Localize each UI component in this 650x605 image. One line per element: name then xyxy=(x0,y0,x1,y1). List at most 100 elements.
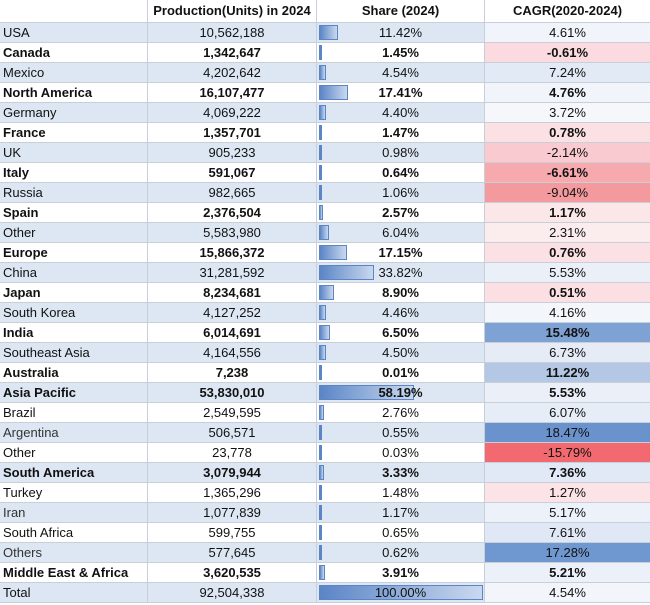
table-row: UK 905,233 0.98% -2.14% xyxy=(0,143,650,163)
share-cell: 17.41% xyxy=(317,83,485,102)
cagr-color-scale xyxy=(485,243,650,262)
cagr-cell: -9.04% xyxy=(485,183,650,202)
production-value: 4,127,252 xyxy=(148,303,317,322)
header-production: Production(Units) in 2024 xyxy=(148,0,317,22)
cagr-color-scale xyxy=(485,503,650,522)
share-cell: 0.03% xyxy=(317,443,485,462)
cagr-value: 5.53% xyxy=(549,385,586,400)
production-value: 15,866,372 xyxy=(148,243,317,262)
cagr-color-scale xyxy=(485,23,650,42)
cagr-color-scale xyxy=(485,463,650,482)
cagr-cell: 7.24% xyxy=(485,63,650,82)
cagr-color-scale xyxy=(485,543,650,562)
share-cell: 4.46% xyxy=(317,303,485,322)
share-data-bar xyxy=(319,205,324,220)
table-row: Japan 8,234,681 8.90% 0.51% xyxy=(0,283,650,303)
cagr-color-scale xyxy=(485,583,650,602)
table-row: China 31,281,592 33.82% 5.53% xyxy=(0,263,650,283)
region-name: Middle East & Africa xyxy=(0,563,148,582)
cagr-cell: 1.17% xyxy=(485,203,650,222)
production-value: 1,365,296 xyxy=(148,483,317,502)
share-cell: 100.00% xyxy=(317,583,485,602)
region-name: UK xyxy=(0,143,148,162)
share-cell: 4.54% xyxy=(317,63,485,82)
share-value: 0.64% xyxy=(382,165,419,180)
production-value: 2,549,595 xyxy=(148,403,317,422)
share-cell: 2.76% xyxy=(317,403,485,422)
production-value: 3,079,944 xyxy=(148,463,317,482)
cagr-value: -6.61% xyxy=(546,165,589,180)
table-row: North America 16,107,477 17.41% 4.76% xyxy=(0,83,650,103)
cagr-color-scale xyxy=(485,143,650,162)
share-value: 1.45% xyxy=(382,45,419,60)
cagr-value: 5.53% xyxy=(549,265,586,280)
share-cell: 3.91% xyxy=(317,563,485,582)
share-value: 4.40% xyxy=(382,105,419,120)
region-name: Total xyxy=(0,583,148,602)
share-data-bar xyxy=(319,505,322,520)
table-row: Total 92,504,338 100.00% 4.54% xyxy=(0,583,650,603)
cagr-value: 6.73% xyxy=(549,345,586,360)
cagr-color-scale xyxy=(485,443,650,462)
region-name: Other xyxy=(0,223,148,242)
share-value: 0.55% xyxy=(382,425,419,440)
region-name: Others xyxy=(0,543,148,562)
cagr-value: 18.47% xyxy=(545,425,590,440)
region-name: Spain xyxy=(0,203,148,222)
header-region xyxy=(0,0,148,22)
share-cell: 1.45% xyxy=(317,43,485,62)
production-value: 2,376,504 xyxy=(148,203,317,222)
table-row: India 6,014,691 6.50% 15.48% xyxy=(0,323,650,343)
production-value: 591,067 xyxy=(148,163,317,182)
region-name: Asia Pacific xyxy=(0,383,148,402)
share-data-bar xyxy=(319,565,326,580)
production-value: 92,504,338 xyxy=(148,583,317,602)
share-value: 4.54% xyxy=(382,65,419,80)
region-name: South America xyxy=(0,463,148,482)
table-row: France 1,357,701 1.47% 0.78% xyxy=(0,123,650,143)
cagr-color-scale xyxy=(485,203,650,222)
share-cell: 8.90% xyxy=(317,283,485,302)
cagr-value: 17.28% xyxy=(545,545,590,560)
share-value: 3.33% xyxy=(382,465,419,480)
share-data-bar xyxy=(319,245,348,260)
cagr-value: 5.21% xyxy=(549,565,586,580)
share-cell: 0.64% xyxy=(317,163,485,182)
table-row: Spain 2,376,504 2.57% 1.17% xyxy=(0,203,650,223)
cagr-value: 2.31% xyxy=(549,225,586,240)
table-row: Iran 1,077,839 1.17% 5.17% xyxy=(0,503,650,523)
production-value: 7,238 xyxy=(148,363,317,382)
cagr-value: 15.48% xyxy=(545,325,590,340)
production-value: 8,234,681 xyxy=(148,283,317,302)
region-name: South Korea xyxy=(0,303,148,322)
share-value: 58.19% xyxy=(378,385,423,400)
cagr-value: -15.79% xyxy=(543,445,592,460)
cagr-cell: 0.78% xyxy=(485,123,650,142)
table-row: Other 5,583,980 6.04% 2.31% xyxy=(0,223,650,243)
table-row: Australia 7,238 0.01% 11.22% xyxy=(0,363,650,383)
production-value: 506,571 xyxy=(148,423,317,442)
table-row: Southeast Asia 4,164,556 4.50% 6.73% xyxy=(0,343,650,363)
cagr-cell: -15.79% xyxy=(485,443,650,462)
share-data-bar xyxy=(319,265,375,280)
share-value: 1.17% xyxy=(382,505,419,520)
region-name: Europe xyxy=(0,243,148,262)
share-cell: 3.33% xyxy=(317,463,485,482)
production-value: 5,583,980 xyxy=(148,223,317,242)
share-data-bar xyxy=(319,425,322,440)
region-name: Italy xyxy=(0,163,148,182)
cagr-color-scale xyxy=(485,483,650,502)
share-value: 0.98% xyxy=(382,145,419,160)
region-name: Southeast Asia xyxy=(0,343,148,362)
share-data-bar xyxy=(319,385,415,400)
cagr-color-scale xyxy=(485,403,650,422)
share-value: 1.06% xyxy=(382,185,419,200)
cagr-color-scale xyxy=(485,303,650,322)
table-row: South Korea 4,127,252 4.46% 4.16% xyxy=(0,303,650,323)
cagr-color-scale xyxy=(485,123,650,142)
cagr-value: 11.22% xyxy=(545,365,590,380)
cagr-color-scale xyxy=(485,183,650,202)
cagr-cell: 5.53% xyxy=(485,383,650,402)
production-value: 1,357,701 xyxy=(148,123,317,142)
